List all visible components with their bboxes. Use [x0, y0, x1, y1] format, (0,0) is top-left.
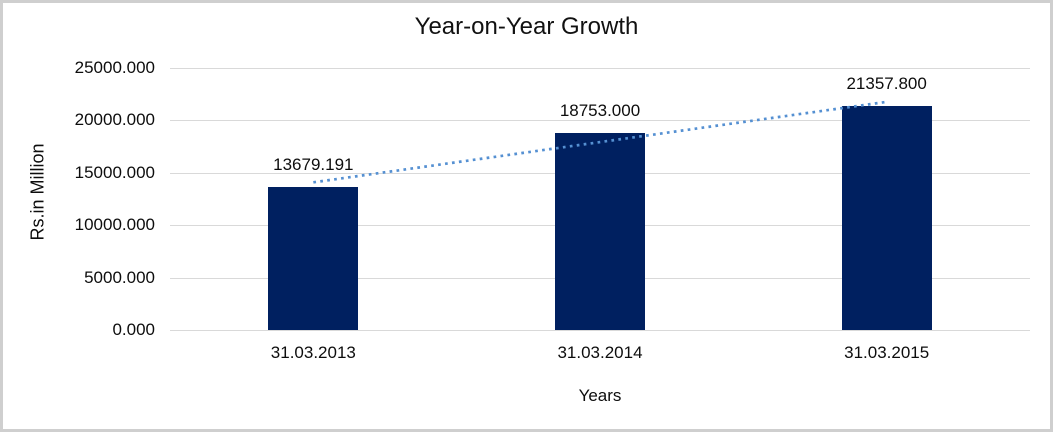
x-tick-label: 31.03.2014: [557, 343, 643, 362]
y-tick-label: 25000.000: [74, 58, 155, 77]
data-label-2015: 21357.800: [846, 74, 927, 94]
bar-2015: [841, 106, 932, 330]
y-tick-label: 5000.000: [84, 267, 155, 287]
y-tick-label: 20000.000: [74, 110, 155, 130]
x-tick-label: 31.03.2015: [844, 343, 930, 362]
trendline: [313, 100, 887, 184]
gridline: [170, 120, 1030, 122]
y-tick-label: 10000.000: [74, 215, 155, 235]
data-label-2013: 13679.191: [273, 154, 354, 174]
x-axis-title: Years: [578, 386, 622, 405]
data-label-2014: 18753.000: [559, 101, 641, 121]
bar-2013: [268, 186, 359, 330]
gridline: [170, 330, 1030, 331]
y-tick-label: 15000.000: [74, 162, 155, 182]
chart-title: Year-on-Year Growth: [414, 13, 639, 40]
bar-2014: [555, 133, 645, 330]
y-tick-label: 0.000: [112, 320, 155, 339]
x-tick-label: 31.03.2013: [270, 343, 356, 362]
gridline: [170, 68, 1030, 69]
